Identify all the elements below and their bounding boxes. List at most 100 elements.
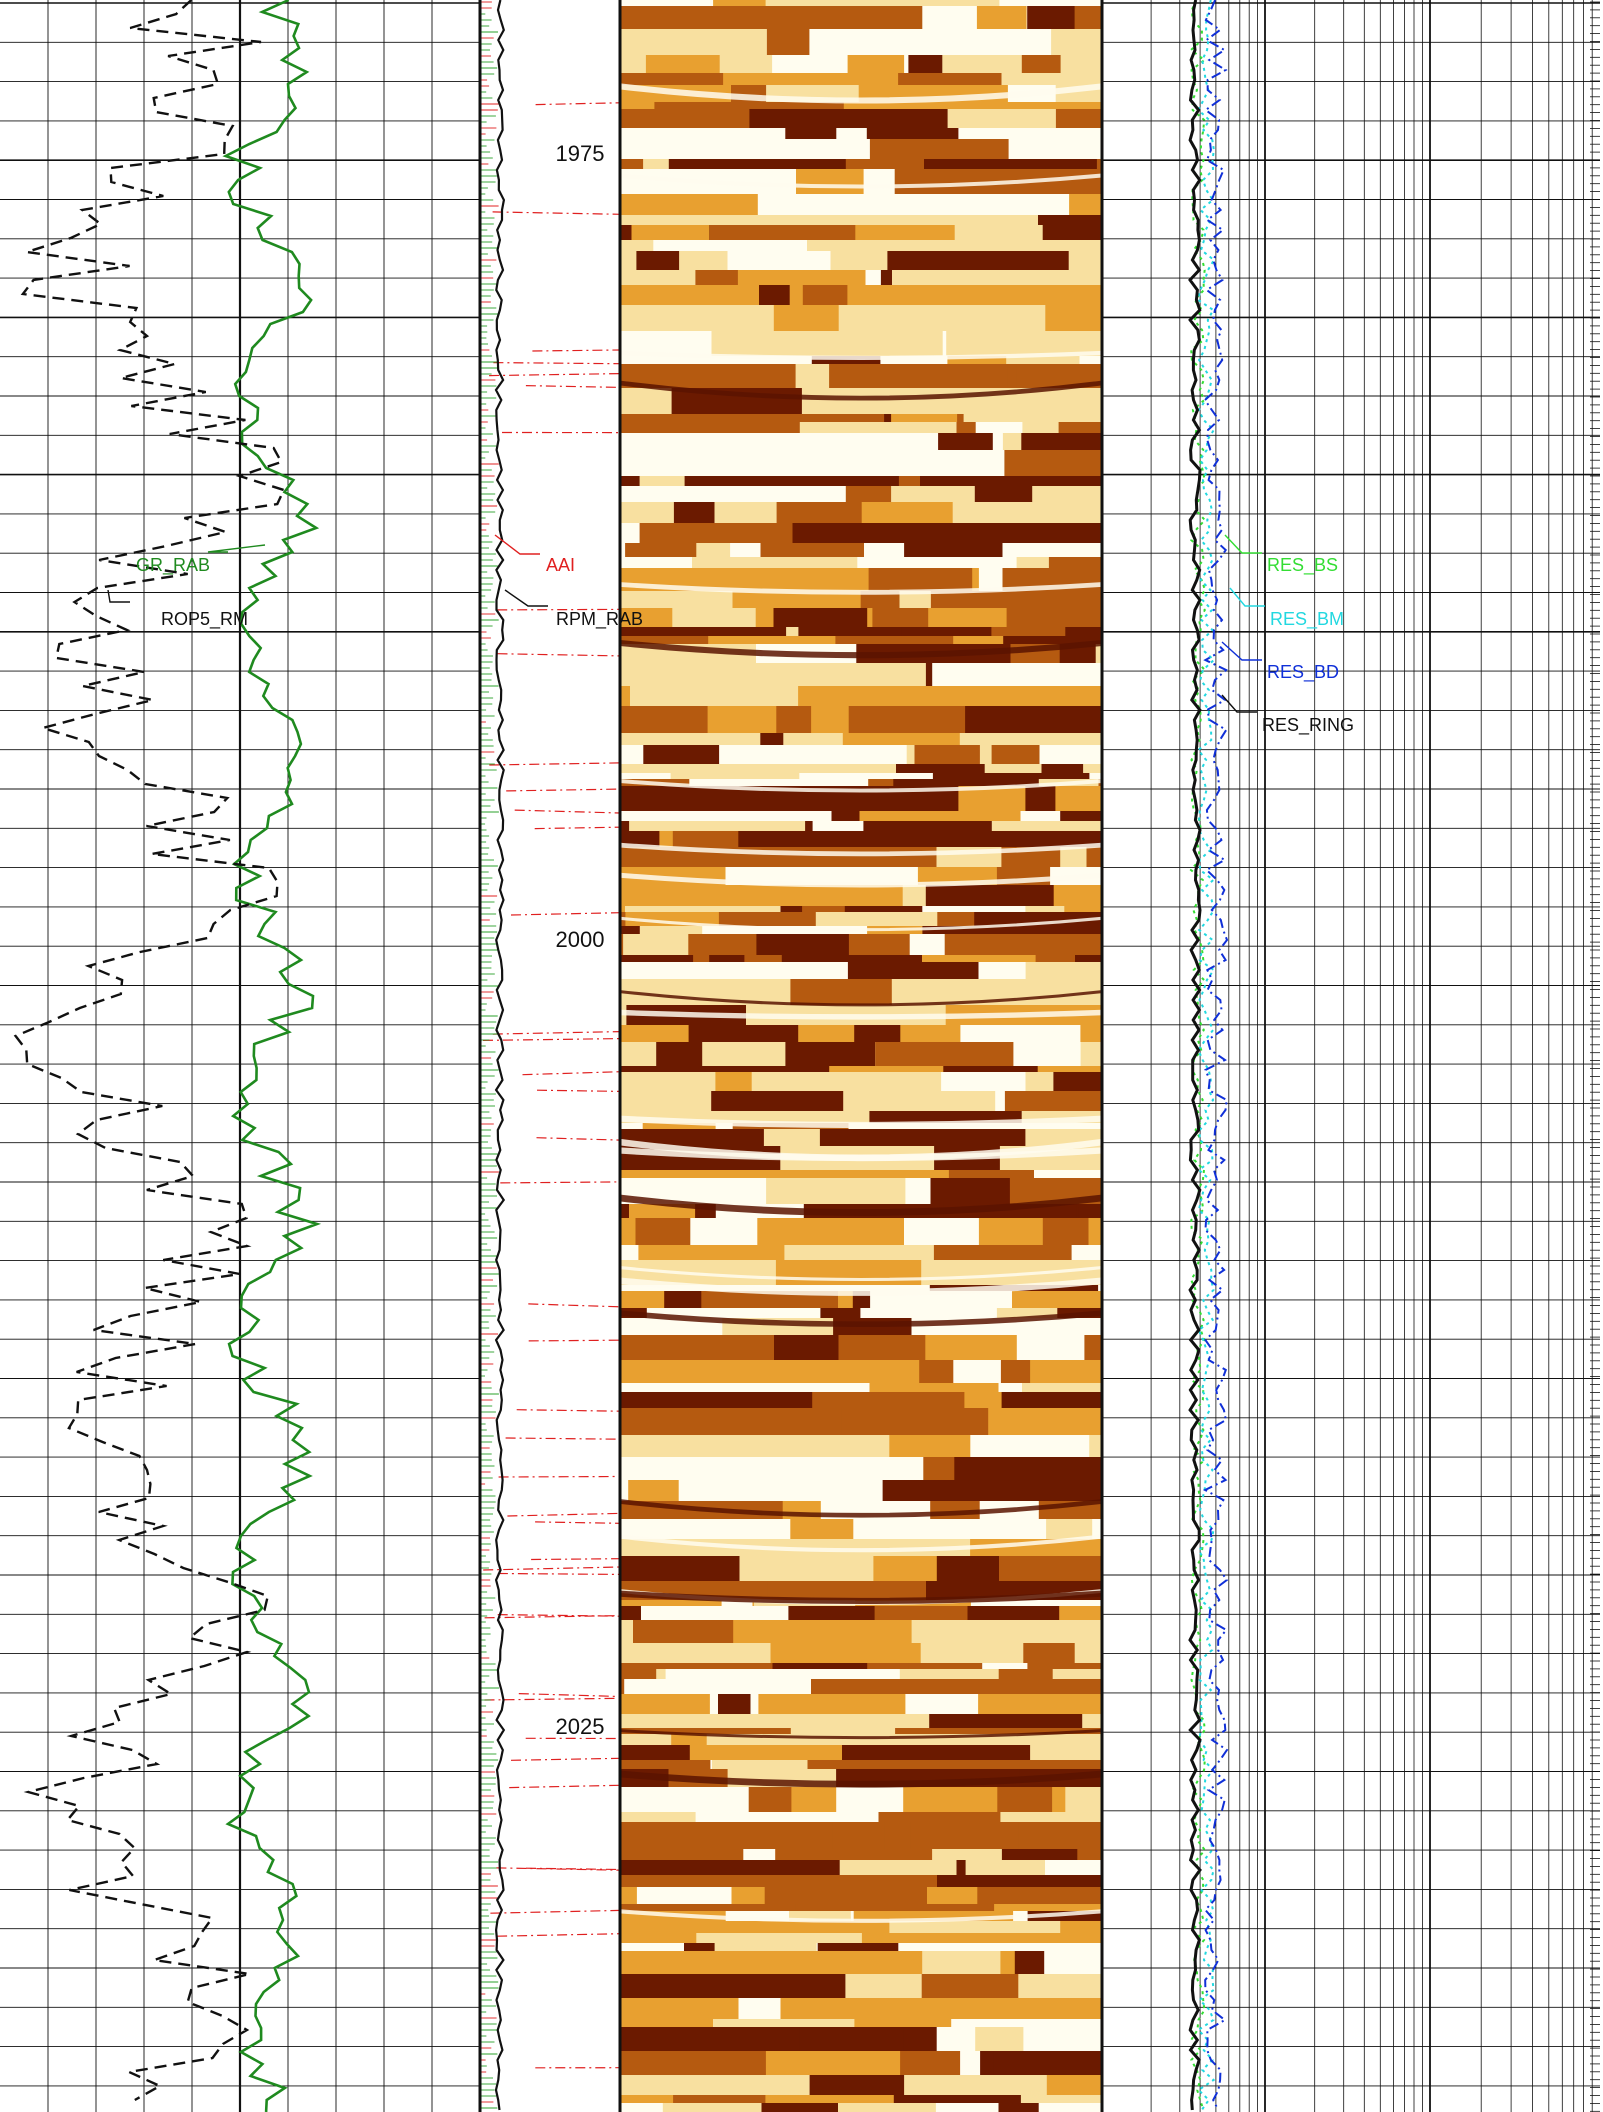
image-patch: [938, 433, 993, 451]
aai-marker: [507, 1512, 621, 1517]
res-bs-curve: [1189, 0, 1207, 2111]
image-patch: [709, 955, 745, 963]
image-patch: [1023, 1643, 1075, 1664]
image-patch: [689, 1745, 842, 1761]
image-patch: [905, 1694, 979, 1715]
image-patch: [711, 1091, 844, 1112]
image-patch: [1020, 422, 1059, 434]
image-patch: [771, 331, 943, 357]
image-patch: [1046, 1519, 1093, 1540]
image-sinusoid: [619, 173, 1103, 189]
aai-marker: [492, 211, 621, 215]
image-patch: [770, 1643, 921, 1664]
image-patch: [790, 1519, 854, 1540]
legend-rpm-rab: RPM_RAB: [556, 609, 643, 630]
image-patch: [986, 1875, 1102, 1888]
image-patch: [996, 1308, 1058, 1319]
image-patch: [688, 1025, 799, 1043]
image-patch: [968, 1435, 1090, 1458]
image-patch: [780, 906, 923, 913]
aai-marker: [482, 1038, 621, 1041]
image-patch: [977, 1849, 1078, 1861]
image-patch: [1021, 55, 1061, 74]
aai-marker: [532, 349, 621, 352]
image-patch: [847, 1998, 888, 2020]
rop5-rm-callout: [107, 589, 130, 603]
image-patch: [1059, 1606, 1102, 1621]
image-patch: [795, 364, 830, 389]
image-patch: [893, 779, 1039, 787]
image-patch: [1025, 906, 1065, 913]
image-patch: [714, 1943, 817, 1952]
image-patch: [670, 773, 800, 780]
image-patch: [874, 1606, 968, 1621]
image-patch: [1042, 1998, 1102, 2020]
depth-labels: 1975 2000 2025: [556, 141, 605, 1739]
aai-marker: [484, 1615, 621, 1619]
image-patch: [948, 1170, 1083, 1179]
image-patch: [899, 102, 953, 110]
image-sinusoid: [619, 1277, 1103, 1296]
image-patch: [914, 745, 980, 765]
image-sinusoid: [619, 83, 1103, 104]
image-patch: [868, 568, 973, 592]
image-patch: [965, 1860, 1006, 1876]
image-patch: [932, 663, 1102, 687]
image-patch: [707, 706, 777, 734]
image-patch: [859, 0, 1000, 7]
res-ring-callout: [1221, 694, 1257, 713]
image-patch: [914, 305, 1046, 332]
image-patch: [809, 29, 887, 56]
image-patch: [673, 502, 715, 524]
image-patch: [689, 779, 869, 787]
image-patch: [980, 1714, 1083, 1729]
image-patch: [975, 2027, 1024, 2052]
image-patch: [646, 1308, 821, 1319]
image-patch: [639, 926, 715, 935]
image-sinusoid: [619, 1266, 1103, 1282]
image-patch: [727, 251, 831, 271]
image-sinusoid: [619, 990, 1103, 1007]
image-patch: [692, 557, 858, 569]
image-sinusoid: [619, 779, 1103, 793]
image-patch: [838, 1335, 926, 1361]
image-patch: [1041, 764, 1084, 774]
image-patch: [982, 1943, 1073, 1952]
image-band: [620, 636, 1102, 645]
image-band: [620, 285, 1102, 306]
image-patch: [645, 55, 720, 74]
aai-marker: [534, 826, 621, 830]
image-patch: [974, 912, 1102, 927]
res-bs-callout: [1224, 534, 1262, 554]
image-patch: [954, 1457, 1102, 1481]
image-patch: [1004, 1679, 1102, 1695]
image-patch: [1001, 73, 1102, 86]
image-sinusoid: [619, 842, 1103, 857]
image-patch: [845, 1974, 922, 1999]
image-patch: [656, 1042, 703, 1067]
image-band: [620, 1383, 1102, 1393]
image-patch: [953, 1360, 1001, 1384]
aai-marker: [484, 1697, 621, 1701]
image-patch: [1046, 2075, 1102, 2096]
rop5-rm-curve: [13, 0, 286, 2102]
image-sinusoid: [619, 1909, 1103, 1923]
image-patch: [811, 356, 905, 365]
image-patch: [1048, 557, 1102, 569]
track-borders: [478, 0, 1104, 2112]
aai-marker: [489, 373, 621, 377]
image-patch: [654, 450, 726, 477]
image-patch: [1003, 636, 1102, 645]
image-patch: [1035, 955, 1075, 963]
image-patch: [854, 1025, 901, 1043]
aai-marker: [516, 1409, 621, 1412]
image-patch: [947, 109, 1056, 129]
aai-marker: [497, 1614, 621, 1617]
image-band: [620, 102, 1102, 110]
image-patch: [963, 414, 1102, 423]
aai-marker: [518, 1693, 621, 1698]
image-sinusoid: [619, 350, 1103, 360]
image-patch: [629, 821, 806, 832]
image-sinusoid: [619, 1194, 1103, 1216]
image-patch: [847, 55, 905, 74]
